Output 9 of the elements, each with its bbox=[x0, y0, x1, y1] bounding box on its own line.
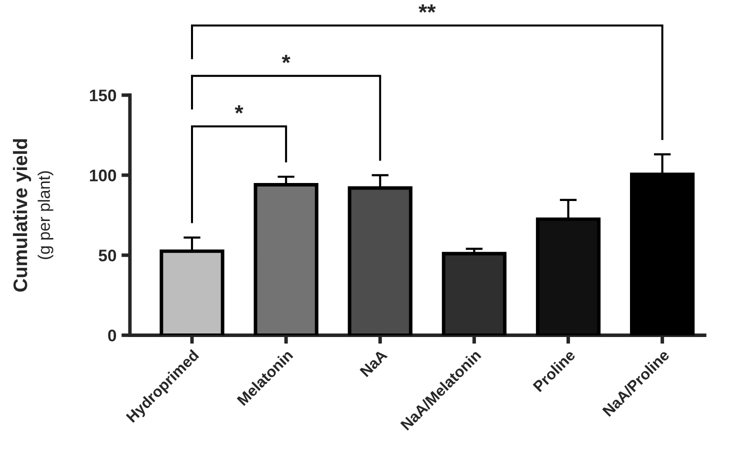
y-tick-label: 0 bbox=[108, 330, 116, 342]
y-tick-label: 50 bbox=[98, 250, 116, 262]
y-axis-title: Cumulative yield (g per plant) bbox=[12, 139, 54, 292]
y-tick-label: 100 bbox=[90, 170, 116, 182]
y-tick-label: 150 bbox=[90, 90, 116, 102]
text: * bbox=[282, 54, 290, 64]
annotation: * bbox=[234, 105, 244, 114]
x-tick-label: NaA bbox=[360, 349, 388, 378]
text: ** bbox=[418, 4, 436, 13]
